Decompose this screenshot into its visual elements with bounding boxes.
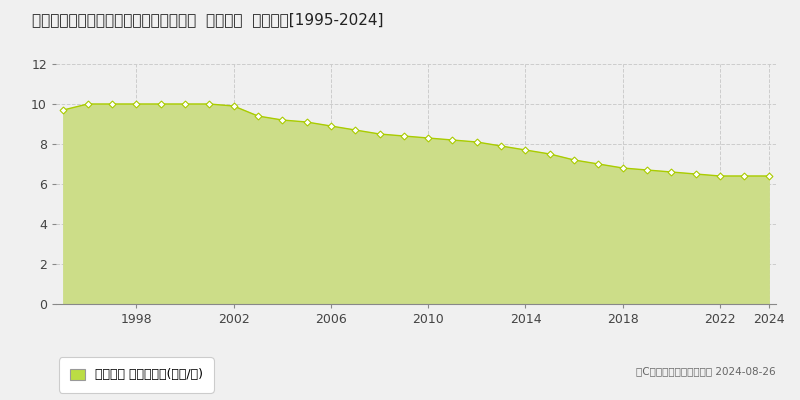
- Legend: 地価公示 平均坊単価(万円/坊): 地価公示 平均坊単価(万円/坊): [62, 361, 210, 389]
- Text: （C）土地価格ドットコム 2024-08-26: （C）土地価格ドットコム 2024-08-26: [636, 366, 776, 376]
- Text: 鳳取県鳳取市馬場字東屋敷２７４番２外  地価公示  地価推移[1995-2024]: 鳳取県鳳取市馬場字東屋敷２７４番２外 地価公示 地価推移[1995-2024]: [32, 12, 383, 27]
